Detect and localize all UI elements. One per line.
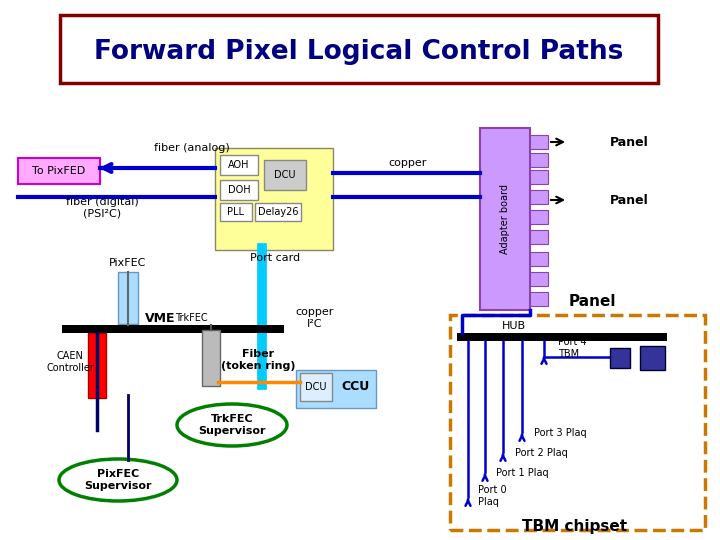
Text: PixFEC: PixFEC (109, 258, 147, 268)
FancyBboxPatch shape (215, 148, 333, 250)
FancyBboxPatch shape (300, 373, 332, 401)
FancyBboxPatch shape (457, 333, 667, 341)
FancyBboxPatch shape (530, 135, 548, 149)
Text: TrkFEC
Supervisor: TrkFEC Supervisor (198, 414, 266, 436)
Text: VME: VME (145, 312, 175, 325)
Text: Port 1 Plaq: Port 1 Plaq (496, 468, 549, 478)
Text: Delay26: Delay26 (258, 207, 298, 217)
Text: Port 4
TBM: Port 4 TBM (558, 337, 587, 359)
Text: DCU: DCU (305, 382, 327, 392)
FancyBboxPatch shape (202, 330, 220, 386)
FancyBboxPatch shape (530, 252, 548, 266)
FancyBboxPatch shape (296, 370, 376, 408)
Text: copper
I²C: copper I²C (296, 307, 334, 329)
Text: fiber (analog): fiber (analog) (154, 143, 230, 153)
Text: PixFEC
Supervisor: PixFEC Supervisor (84, 469, 152, 491)
Text: Port 3 Plaq: Port 3 Plaq (534, 428, 587, 438)
Text: To PixFED: To PixFED (32, 166, 86, 176)
FancyBboxPatch shape (62, 325, 284, 333)
FancyBboxPatch shape (640, 346, 665, 370)
Ellipse shape (59, 459, 177, 501)
Text: AOH: AOH (228, 160, 250, 170)
Text: fiber (digital)
(PSI²C): fiber (digital) (PSI²C) (66, 197, 138, 219)
Text: Forward Pixel Logical Control Paths: Forward Pixel Logical Control Paths (94, 39, 624, 65)
FancyBboxPatch shape (530, 210, 548, 224)
FancyBboxPatch shape (118, 272, 138, 324)
FancyBboxPatch shape (530, 153, 548, 167)
FancyBboxPatch shape (220, 155, 258, 175)
FancyBboxPatch shape (88, 333, 106, 398)
FancyBboxPatch shape (530, 170, 548, 184)
Text: Panel: Panel (610, 136, 649, 148)
Text: Adapter board: Adapter board (500, 184, 510, 254)
Text: copper: copper (389, 158, 427, 168)
FancyBboxPatch shape (220, 180, 258, 200)
Text: CAEN
Controller: CAEN Controller (46, 351, 94, 373)
FancyBboxPatch shape (18, 158, 100, 184)
FancyBboxPatch shape (60, 15, 658, 83)
Text: Fiber
(token ring): Fiber (token ring) (221, 349, 295, 371)
FancyBboxPatch shape (450, 315, 705, 530)
FancyBboxPatch shape (220, 203, 252, 221)
Text: TBM chipset: TBM chipset (523, 519, 628, 535)
Text: Port 0
Plaq: Port 0 Plaq (478, 485, 507, 507)
Text: HUB: HUB (502, 321, 526, 331)
FancyBboxPatch shape (530, 190, 548, 204)
Ellipse shape (177, 404, 287, 446)
FancyBboxPatch shape (530, 230, 548, 244)
Text: PLL: PLL (228, 207, 245, 217)
Text: Panel: Panel (568, 294, 616, 309)
FancyBboxPatch shape (530, 292, 548, 306)
Text: CCU: CCU (341, 381, 369, 394)
FancyBboxPatch shape (610, 348, 630, 368)
Text: Port card: Port card (250, 253, 300, 263)
Text: TrkFEC: TrkFEC (175, 313, 207, 323)
Text: DOH: DOH (228, 185, 251, 195)
FancyBboxPatch shape (530, 272, 548, 286)
FancyBboxPatch shape (264, 160, 306, 190)
FancyBboxPatch shape (255, 203, 301, 221)
Text: DCU: DCU (274, 170, 296, 180)
Text: Panel: Panel (610, 193, 649, 206)
Text: Port 2 Plaq: Port 2 Plaq (515, 448, 568, 458)
FancyBboxPatch shape (480, 128, 530, 310)
